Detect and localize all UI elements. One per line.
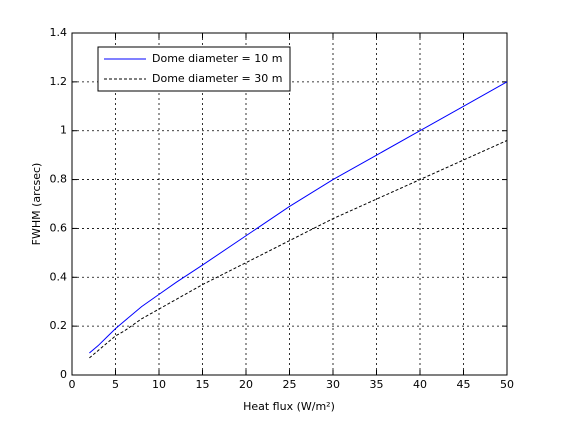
y-tick-label: 1.4 [50, 26, 68, 39]
y-axis-label: FWHM (arcsec) [30, 163, 43, 246]
y-tick-label: 0.4 [50, 270, 68, 283]
y-tick-label: 0.2 [50, 319, 68, 332]
x-tick-label: 40 [413, 378, 427, 391]
x-tick-label: 15 [196, 378, 210, 391]
y-tick-label: 1.2 [50, 75, 68, 88]
series-line [89, 81, 508, 354]
legend-label: Dome diameter = 30 m [152, 72, 282, 85]
axes-frame [71, 32, 508, 376]
legend-box [97, 46, 291, 92]
x-tick-label: 45 [457, 378, 471, 391]
legend-label: Dome diameter = 10 m [152, 52, 282, 65]
x-axis-label: Heat flux (W/m²) [243, 400, 335, 413]
x-tick-label: 35 [370, 378, 384, 391]
x-tick-label: 10 [152, 378, 166, 391]
x-tick-label: 30 [326, 378, 340, 391]
x-tick-label: 50 [500, 378, 514, 391]
x-tick-label: 25 [283, 378, 297, 391]
x-tick-label: 20 [239, 378, 253, 391]
y-tick-label: 0 [60, 368, 67, 381]
y-tick-label: 1 [60, 124, 67, 137]
y-tick-label: 0.6 [50, 221, 68, 234]
series-line [89, 140, 508, 359]
x-tick-label: 0 [69, 378, 76, 391]
y-tick-label: 0.8 [50, 173, 68, 186]
x-tick-label: 5 [112, 378, 119, 391]
